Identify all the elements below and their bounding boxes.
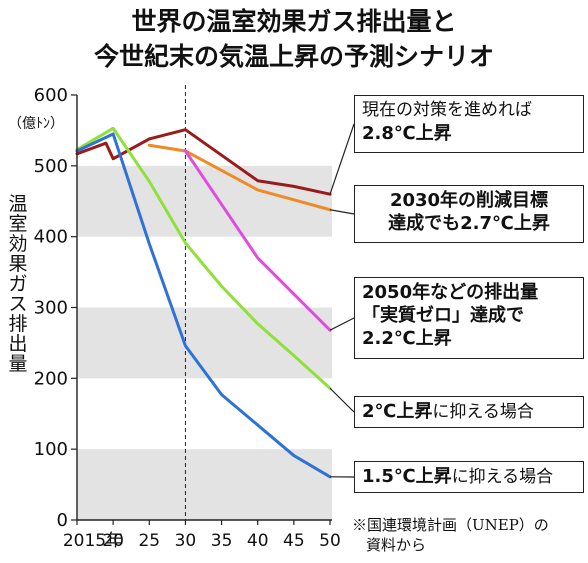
band-1 bbox=[77, 307, 332, 379]
y-axis-unit: （億ﾄﾝ） bbox=[8, 116, 64, 132]
y-axis-ticks: 0 100 200 300 400 500 600 bbox=[34, 85, 77, 531]
leader-line-2 bbox=[329, 317, 355, 331]
series-line-3 bbox=[75, 126, 332, 390]
source-note: ※国連環境計画（UNEP）の 資料から bbox=[352, 516, 549, 554]
x-tick-label: 35 bbox=[211, 531, 233, 551]
title-line-1: 世界の温室効果ガス排出量と bbox=[131, 7, 457, 36]
chart-title: 世界の温室効果ガス排出量と 今世紀末の気温上昇の予測シナリオ bbox=[0, 4, 588, 74]
series-line-0 bbox=[75, 128, 332, 196]
y-tick-label: 500 bbox=[34, 156, 68, 177]
y-tick-label: 400 bbox=[34, 227, 68, 248]
x-tick-label: 30 bbox=[175, 531, 197, 551]
band-2 bbox=[77, 449, 332, 520]
y-axis-label-char: 室 bbox=[8, 213, 27, 235]
x-tick-label: 50 bbox=[319, 531, 341, 551]
y-axis-label-char: 効 bbox=[8, 233, 27, 255]
series-line-4 bbox=[75, 132, 332, 479]
series-line-1 bbox=[147, 143, 332, 212]
annotation-2-8c: 現在の対策を進めれば 2.8℃上昇 bbox=[354, 95, 584, 153]
title-line-2: 今世紀末の気温上昇の予測シナリオ bbox=[93, 42, 494, 71]
x-tick-label: 40 bbox=[247, 531, 269, 551]
y-tick-label: 200 bbox=[34, 368, 68, 389]
leader-line-0 bbox=[329, 123, 355, 195]
annotation-1-5c: 1.5℃上昇に抑える場合 bbox=[354, 461, 584, 493]
y-tick-label: 100 bbox=[34, 439, 68, 460]
y-axis-label-char: ガ bbox=[8, 273, 27, 295]
x-tick-label: 2015年 bbox=[63, 531, 123, 551]
annotation-2-7c: 2030年の削減目標 達成でも2.7℃上昇 bbox=[354, 185, 584, 243]
y-axis-label: 温室効果ガス排出量 bbox=[8, 193, 27, 375]
y-axis-label-char: 温 bbox=[8, 193, 27, 215]
leader-line-1 bbox=[329, 209, 355, 215]
y-axis-label-char: 果 bbox=[8, 253, 27, 275]
y-tick-label: 300 bbox=[34, 298, 68, 319]
annotation-2c: 2℃上昇に抑える場合 bbox=[354, 396, 584, 428]
background-bands bbox=[77, 165, 332, 520]
y-axis-label-char: 出 bbox=[8, 333, 27, 355]
series-line-2 bbox=[183, 149, 332, 332]
y-axis-label-char: 排 bbox=[8, 313, 27, 335]
x-tick-label: 20 bbox=[102, 531, 124, 551]
y-tick-label: 600 bbox=[34, 85, 68, 106]
annotation-leader-lines bbox=[329, 123, 355, 478]
x-tick-label: 25 bbox=[138, 531, 160, 551]
x-tick-label: 45 bbox=[283, 531, 305, 551]
y-tick-label: 0 bbox=[57, 510, 68, 531]
y-axis-label-char: ス bbox=[8, 293, 27, 315]
series-lines bbox=[75, 126, 332, 479]
y-axis-label-char: 量 bbox=[8, 353, 27, 375]
leader-line-3 bbox=[329, 387, 355, 413]
annotation-2-2c: 2050年などの排出量 「実質ゼロ」達成で 2.2℃上昇 bbox=[354, 277, 584, 359]
